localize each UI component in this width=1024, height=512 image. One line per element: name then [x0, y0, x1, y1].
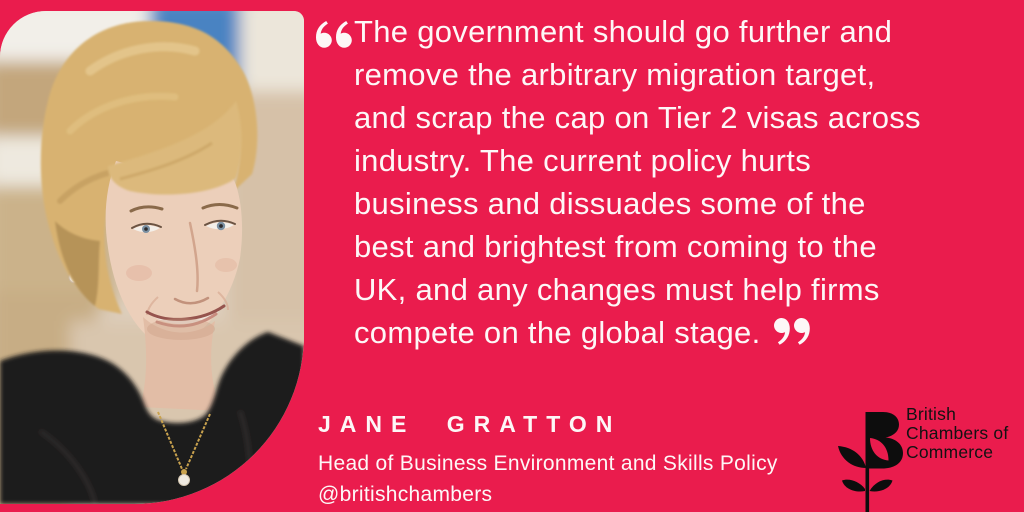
bcc-logo-line2: Chambers of: [906, 423, 1009, 443]
social-handle: @britishchambers: [318, 483, 493, 506]
bcc-logo-line1: British: [906, 404, 957, 424]
portrait-photo: [0, 11, 304, 504]
attribution-block: JANE GRATTON Head of Business Environmen…: [318, 411, 778, 507]
open-quote-icon: [316, 17, 352, 60]
bcc-logo-line3: Commerce: [906, 442, 994, 462]
person-name: JANE GRATTON: [318, 411, 622, 437]
close-quote-icon: [773, 314, 810, 357]
quote-text: The government should go further and rem…: [354, 14, 921, 350]
portrait-illustration: [0, 11, 304, 504]
bcc-flower-b-logo-icon: [836, 410, 904, 512]
bcc-logo-text: British Chambers of Commerce: [906, 405, 1008, 462]
person-title: Head of Business Environment and Skills …: [318, 452, 778, 475]
quote-block: The government should go further and rem…: [316, 10, 1018, 354]
